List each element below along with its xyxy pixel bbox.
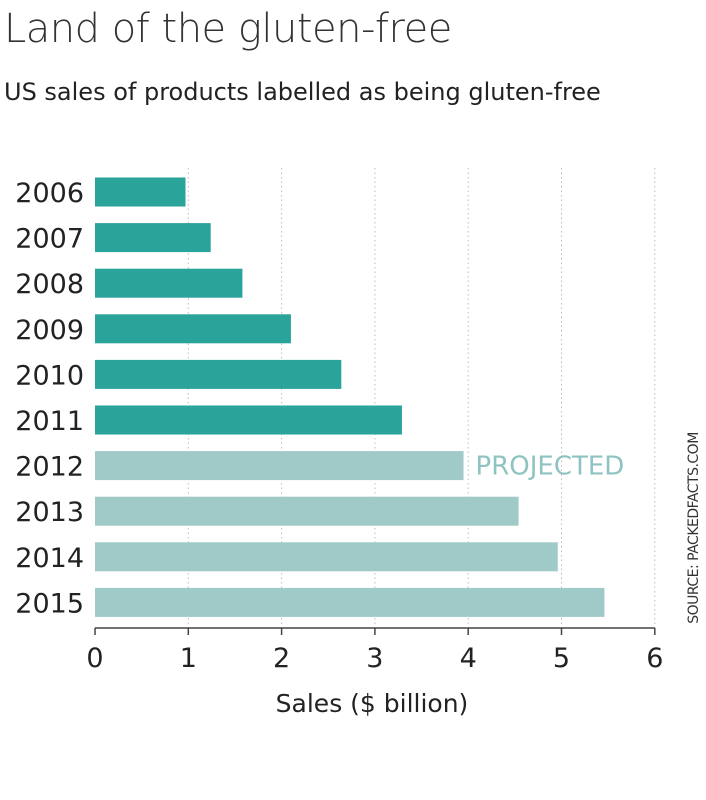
bar-2007 — [95, 223, 211, 253]
category-label: 2013 — [15, 497, 84, 528]
bar-2011 — [95, 405, 402, 435]
x-tick-label: 6 — [646, 643, 663, 674]
x-tick-label: 1 — [180, 643, 197, 674]
bar-2008 — [95, 268, 243, 298]
bar-2010 — [95, 359, 342, 389]
bar-2015 — [95, 587, 605, 617]
category-label: 2010 — [15, 360, 84, 391]
x-tick-label: 2 — [273, 643, 290, 674]
category-label: 2006 — [15, 178, 84, 209]
x-tick-label: 5 — [553, 643, 570, 674]
category-label: 2009 — [15, 315, 84, 346]
category-label: 2011 — [15, 406, 84, 437]
projected-annotation: PROJECTED — [476, 452, 625, 482]
chart-subtitle: US sales of products labelled as being g… — [4, 78, 601, 106]
category-label: 2008 — [15, 269, 84, 300]
category-label: 2007 — [15, 224, 84, 255]
source-note: SOURCE: PACKEDFACTS.COM — [686, 432, 702, 624]
x-axis-label: Sales ($ billion) — [276, 689, 469, 718]
x-tick-label: 0 — [86, 643, 103, 674]
category-label: 2014 — [15, 543, 84, 574]
bar-2006 — [95, 177, 186, 207]
bar-2012 — [95, 451, 464, 481]
category-label: 2012 — [15, 452, 84, 483]
category-label: 2015 — [15, 588, 84, 619]
bar-2014 — [95, 542, 558, 572]
chart-title: Land of the gluten-free — [4, 6, 452, 52]
bar-2013 — [95, 496, 519, 526]
x-tick-label: 3 — [366, 643, 383, 674]
x-tick-label: 4 — [460, 643, 477, 674]
bar-2009 — [95, 314, 291, 344]
